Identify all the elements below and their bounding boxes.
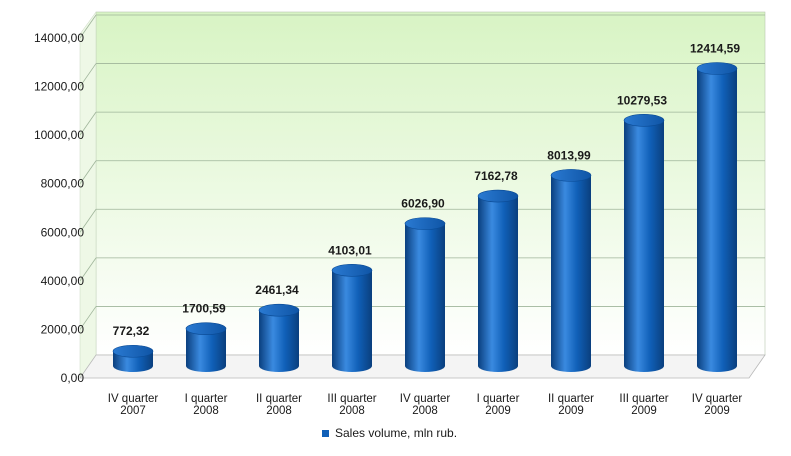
x-tick-label: III quarter 2009 [619, 393, 668, 417]
bar-top [112, 344, 154, 358]
bar-body [551, 175, 591, 372]
bar-body [332, 270, 372, 372]
bar-body [478, 196, 518, 372]
bar-top [258, 303, 300, 317]
gridline-side [79, 257, 97, 282]
bar-top [185, 322, 227, 335]
legend-swatch [322, 430, 329, 437]
data-label: 2461,34 [255, 283, 299, 297]
x-tick-label: IV quarter 2008 [400, 393, 451, 417]
bar-body [186, 328, 226, 372]
x-tick-label: IV quarter 2009 [692, 393, 743, 417]
gridline-side [79, 111, 97, 136]
y-tick-label: 0,00 [61, 371, 85, 385]
gridline-side [79, 209, 97, 233]
legend-label: Sales volume, mln rub. [335, 426, 457, 440]
data-label: 10279,53 [617, 93, 667, 107]
bar-top [550, 169, 592, 182]
y-tick-label: 12000,00 [34, 80, 84, 94]
x-tick-label: II quarter 2008 [256, 393, 302, 417]
bar-body [697, 68, 737, 373]
bar [331, 264, 373, 372]
gridline-side [79, 63, 97, 87]
x-tick-label: IV quarter 2007 [108, 393, 159, 417]
x-tick-label: I quarter 2008 [185, 393, 228, 417]
bar [112, 344, 154, 372]
y-tick-label: 10000,00 [34, 128, 84, 142]
y-tick-label: 6000,00 [41, 225, 85, 239]
bar-body [259, 310, 299, 372]
bar [623, 114, 665, 372]
bar [258, 303, 300, 372]
legend: Sales volume, mln rub. [322, 426, 457, 440]
x-tick-label: III quarter 2008 [327, 393, 376, 417]
x-tick-label: II quarter 2009 [548, 393, 594, 417]
gridline-side [79, 160, 97, 184]
bar-top [331, 264, 373, 277]
bar [185, 322, 227, 372]
y-tick-label: 4000,00 [41, 274, 85, 288]
bar-body [405, 223, 445, 372]
y-tick-label: 14000,00 [34, 31, 84, 45]
bar-top [477, 189, 519, 203]
data-label: 6026,90 [401, 197, 445, 211]
gridline-side [79, 306, 97, 330]
x-tick-label: I quarter 2009 [477, 393, 520, 417]
y-tick-label: 8000,00 [41, 177, 85, 191]
bar [550, 169, 592, 372]
bar-body [624, 120, 664, 372]
data-label: 4103,01 [328, 243, 372, 257]
bar [696, 62, 738, 373]
bar-top [404, 217, 446, 230]
data-label: 772,32 [113, 324, 150, 338]
data-label: 8013,99 [547, 148, 591, 162]
data-label: 1700,59 [182, 302, 226, 316]
bar [404, 217, 446, 372]
bar [477, 189, 519, 372]
data-label: 7162,78 [474, 169, 518, 183]
bar-top [696, 62, 738, 75]
bar-top [623, 114, 665, 127]
y-tick-label: 2000,00 [41, 322, 85, 336]
data-label: 12414,59 [690, 42, 740, 56]
gridline-side [79, 14, 97, 39]
